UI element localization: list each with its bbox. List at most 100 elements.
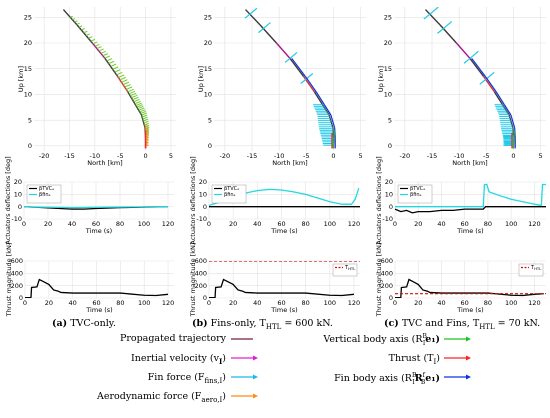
y-axis-label: Up [km]: [377, 66, 385, 92]
fin-force-vector: [437, 28, 444, 34]
x-tick-label: 80: [484, 220, 492, 228]
x-tick-label: 120: [162, 299, 174, 307]
aero-vector: [98, 48, 104, 52]
caption-c-text: TVC and Fins, T: [401, 318, 480, 329]
trajectory-segment: [259, 24, 277, 44]
aero-vector: [83, 30, 88, 34]
x-tick-label: 40: [437, 220, 445, 228]
caption-c-sub: HTL: [479, 322, 495, 331]
fin-force-vector: [300, 79, 307, 84]
legend-entry: βTVCₐ: [39, 186, 54, 192]
x-tick-label: -10: [90, 152, 101, 160]
vertical-body-axis: [512, 130, 516, 149]
x-tick-label: 20: [45, 299, 53, 307]
aero-vector: [133, 98, 140, 103]
y-tick-label: 5: [388, 116, 392, 124]
aero-vector: [121, 79, 128, 83]
plot-area: [394, 7, 546, 151]
y-tick-label: 25: [204, 13, 212, 21]
y-tick-label: 20: [385, 178, 393, 186]
x-tick-label: 5: [169, 152, 173, 160]
x-tick-label: 120: [528, 220, 540, 228]
x-tick-label: 100: [324, 299, 336, 307]
fin-force-vector: [249, 7, 258, 15]
x-tick-label: 40: [69, 299, 77, 307]
fin-force-vector: [443, 20, 453, 30]
aero-vector: [108, 60, 115, 65]
x-axis-label: North [km]: [452, 159, 487, 167]
aero-vector: [122, 81, 130, 86]
x-tick-label: 80: [301, 220, 309, 228]
y-tick-label: 20: [204, 39, 212, 47]
fin-body-axis: [484, 76, 497, 93]
trajectory-segment: [439, 24, 457, 44]
x-tick-label: 80: [116, 299, 124, 307]
legend-label-fin-axis: Fin body axis (RBIRfBe₁): [334, 372, 440, 387]
aero-vector: [112, 66, 119, 70]
x-tick-label: 5: [359, 152, 363, 160]
y-tick-label: 0: [18, 203, 22, 211]
trajectory-segment: [501, 104, 510, 116]
series-line-1: [395, 183, 546, 208]
fin-body-axis: [510, 114, 516, 129]
x-tick-label: 0: [511, 152, 515, 160]
x-tick-label: 0: [22, 220, 26, 228]
y-axis-label: Thrust magnitude [kN]: [375, 243, 383, 318]
aero-force-vector: [145, 129, 149, 131]
y-tick-label: 20: [24, 39, 32, 47]
x-tick-label: 80: [484, 299, 492, 307]
x-tick-label: 100: [138, 220, 150, 228]
y-tick-label: 200: [381, 282, 393, 290]
trajectory-segment: [275, 42, 291, 59]
y-tick-label: 0: [203, 203, 207, 211]
aero-vector: [135, 102, 142, 106]
fin-body-axis: [315, 91, 325, 106]
x-tick-label: 40: [437, 299, 445, 307]
fin-force-vector: [429, 7, 439, 15]
x-tick-label: 0: [207, 299, 211, 307]
panel-traj-a: -20 -15 -10 -5 0 5 0 5 10 15 20 25 North [km] Up [km]: [17, 7, 176, 167]
fin-body-axis: [334, 127, 336, 139]
legend-label-aero-force: Aerodynamic force (Faero,I): [97, 391, 226, 404]
fin-body-axis: [495, 91, 505, 106]
x-tick-label: 0: [393, 299, 397, 307]
legend-box: [211, 184, 247, 204]
aero-vector: [100, 50, 106, 54]
aero-vector: [70, 15, 73, 18]
aero-vector: [76, 22, 80, 25]
caption-b-text: Fins-only, T: [210, 318, 266, 329]
x-tick-label: -10: [274, 152, 285, 160]
aero-vector: [141, 114, 148, 118]
x-tick-label: 60: [461, 299, 469, 307]
caption-b-tag: (b): [192, 318, 208, 329]
series-group: [209, 261, 360, 298]
fin-body-axis: [330, 114, 336, 129]
y-tick-label: -10: [11, 215, 22, 223]
y-tick-label: 20: [199, 178, 207, 186]
plot-area: [214, 7, 366, 151]
aero-vector: [136, 104, 143, 108]
panel-thrust-a: 0 20 40 60 80 100 120 0 200 400 600 Time (s) Thrust …: [5, 243, 174, 318]
caption-b: (b) Fins-only, THTL = 600 kN.: [192, 318, 333, 331]
x-tick-label: 60: [461, 220, 469, 228]
x-tick-label: 20: [229, 299, 237, 307]
legend-entry: βfinₐ: [224, 192, 236, 198]
legend-entry: THTL: [344, 265, 356, 271]
series-group: [395, 278, 546, 298]
aero-force-vector: [144, 126, 148, 128]
x-tick-label: -20: [220, 152, 231, 160]
y-tick-label: 0: [203, 294, 207, 302]
caption-b-sub: HTL: [265, 322, 282, 331]
x-tick-label: 120: [162, 220, 174, 228]
trajectory-segment: [424, 9, 441, 26]
legend-label-velocity: Inertial velocity (vI): [131, 353, 226, 366]
aero-vector: [143, 120, 149, 124]
x-tick-label: -15: [427, 152, 438, 160]
legend-box: [26, 184, 62, 204]
aero-vector: [88, 36, 93, 39]
aero-vector: [85, 33, 91, 36]
aero-vector: [119, 76, 126, 81]
series-line-0: [395, 206, 546, 214]
aero-vector: [124, 84, 131, 88]
x-tick-label: -5: [483, 152, 489, 160]
